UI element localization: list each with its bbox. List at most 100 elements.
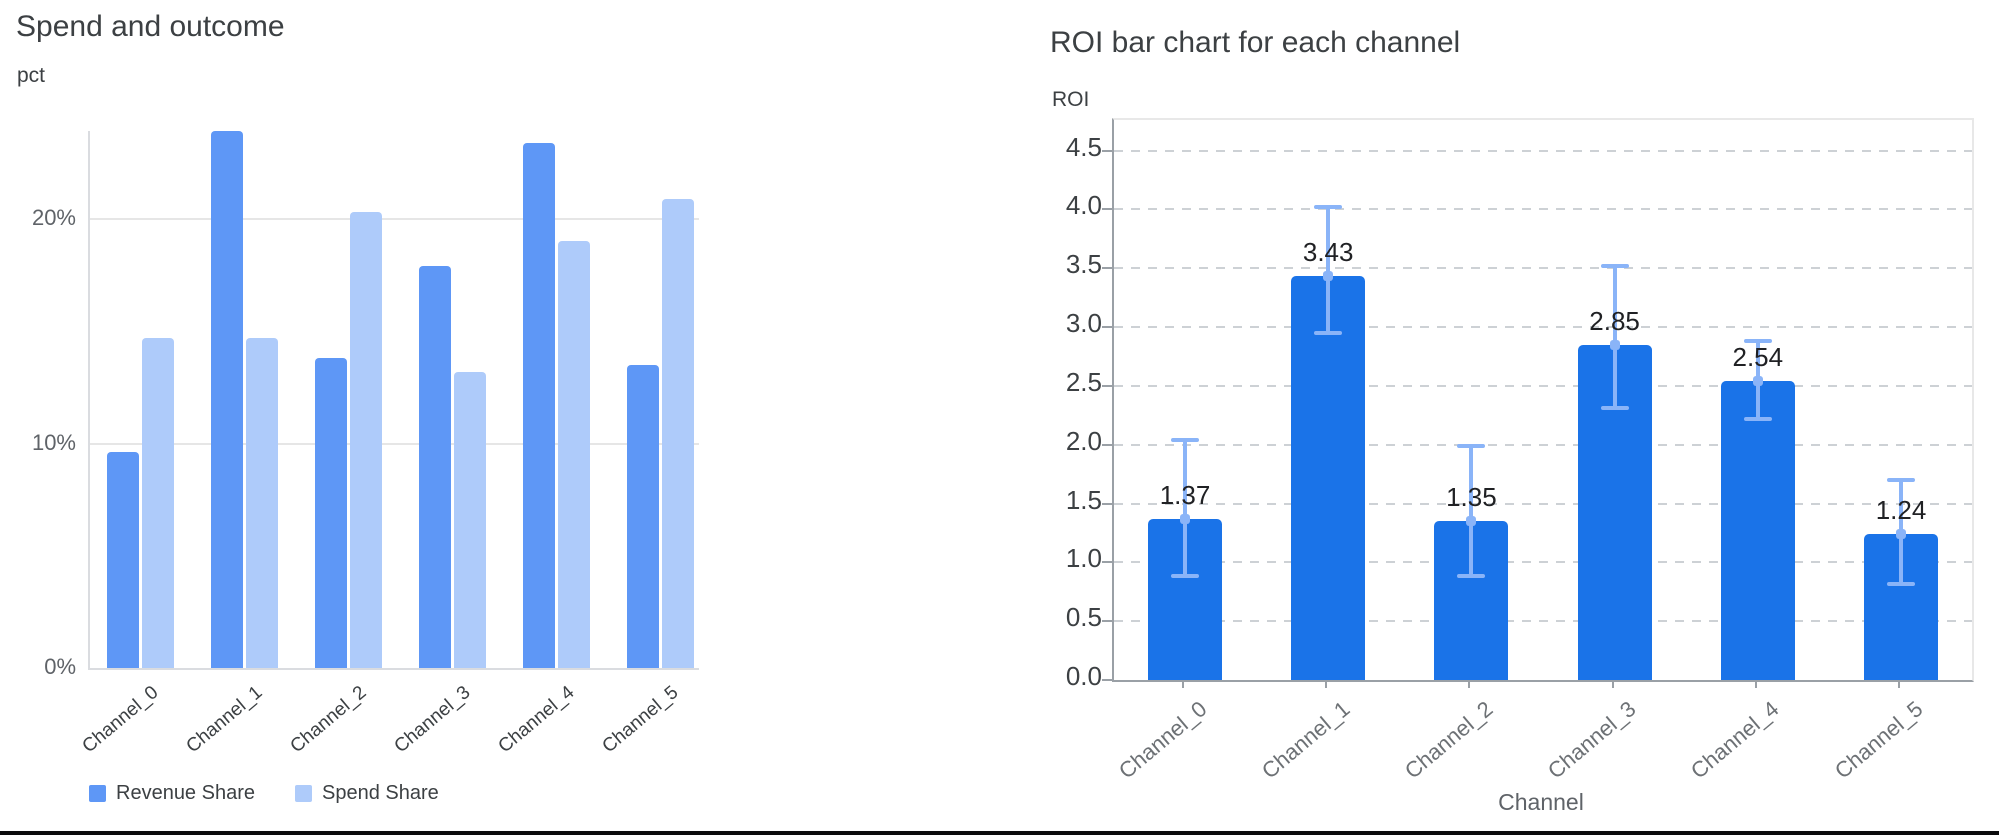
y-axis-tick [1102, 679, 1112, 681]
bar-value-label: 2.85 [1589, 305, 1640, 336]
x-axis-tick [1898, 680, 1900, 688]
x-axis-tick [1468, 680, 1471, 688]
gridline [1114, 561, 1972, 564]
y-axis-tick [1102, 620, 1112, 623]
error-bar-cap [1457, 443, 1486, 448]
error-bar-cap [1887, 581, 1915, 586]
gridline [1114, 208, 1972, 211]
error-bar [1326, 207, 1331, 333]
x-axis-tick [1182, 680, 1184, 688]
error-bar-marker [1896, 529, 1906, 540]
error-bar-cap [1743, 339, 1772, 344]
y-tick-label: 4.5 [1065, 131, 1102, 162]
bar-value-label: 3.43 [1302, 237, 1354, 268]
error-bar-cap [1600, 406, 1629, 411]
x-tick-label: Channel_0 [78, 682, 163, 758]
y-tick-label: 3.5 [1065, 249, 1102, 280]
gridline [1114, 149, 1972, 152]
x-axis-tick [1325, 680, 1328, 688]
left-chart-legend: Revenue Share Spend Share [89, 782, 439, 805]
y-tick-label: 1.0 [1065, 543, 1102, 574]
left-chart-x-axis-labels: Channel_0 Channel_1 Channel_2 Channel_3 Chan… [79, 670, 697, 780]
error-bar-cap [1887, 478, 1915, 482]
revenue-share-bar[interactable] [211, 131, 243, 668]
window-bottom-edge [0, 831, 1999, 835]
x-tick-label: Channel_2 [286, 682, 371, 758]
error-bar-marker [1752, 376, 1763, 387]
y-tick-label: 0.5 [1065, 602, 1102, 633]
right-chart-plot-area: 1.37 3.43 1.35 2.85 2.54 1.24 [1102, 118, 1974, 682]
x-tick-label: Channel_2 [1399, 696, 1498, 784]
legend-item-spend-share[interactable]: Spend Share [294, 782, 439, 805]
y-tick-label: 0.0 [1065, 661, 1102, 691]
y-axis-tick [1102, 502, 1112, 505]
x-tick-label: Channel_0 [1113, 696, 1212, 784]
y-tick-label: 20% [31, 205, 76, 231]
x-tick-label: Channel_4 [494, 682, 579, 758]
spend-share-bar[interactable] [246, 338, 278, 668]
gridline [90, 218, 699, 221]
y-tick-label: 1.5 [1065, 484, 1102, 515]
error-bar-cap [1743, 416, 1772, 421]
x-tick-label: Channel_3 [390, 682, 475, 758]
revenue-share-bar[interactable] [419, 266, 451, 668]
error-bar-cap [1600, 263, 1629, 268]
legend-label: Spend Share [321, 782, 439, 804]
x-tick-label: Channel_5 [598, 682, 683, 758]
right-chart-x-axis-title: Channel [1498, 789, 1584, 815]
y-tick-label: 4.0 [1065, 190, 1102, 221]
y-axis-tick [1102, 443, 1112, 446]
error-bar-cap [1314, 205, 1343, 210]
gridline [1114, 267, 1972, 270]
revenue-share-bar[interactable] [627, 364, 659, 668]
right-chart-y-axis-title: ROI [1052, 88, 1090, 111]
legend-item-revenue-share[interactable]: Revenue Share [89, 782, 255, 805]
y-axis-tick [1102, 326, 1112, 329]
revenue-share-bar[interactable] [523, 142, 555, 668]
spend-share-bar[interactable] [558, 241, 590, 668]
right-chart-title: ROI bar chart for each channel [1050, 26, 1461, 59]
error-bar-cap [1171, 438, 1199, 442]
spend-share-bar[interactable] [142, 338, 174, 668]
bar-value-label: 1.35 [1446, 482, 1497, 513]
roi-bar[interactable] [1291, 276, 1366, 680]
x-tick-label: Channel_5 [1829, 696, 1928, 784]
bar-value-label: 1.37 [1159, 479, 1211, 510]
left-chart-y-axis-title: pct [17, 64, 46, 87]
spend-share-bar[interactable] [454, 371, 486, 668]
error-bar-marker [1180, 513, 1190, 524]
y-tick-label: 2.5 [1065, 366, 1102, 397]
revenue-share-bar[interactable] [107, 452, 139, 668]
y-axis-tick [1102, 149, 1112, 152]
error-bar-marker [1323, 271, 1334, 282]
y-axis-tick [1102, 267, 1112, 270]
gridline [1114, 443, 1972, 446]
gridline [1114, 326, 1972, 329]
revenue-share-bar[interactable] [315, 358, 347, 668]
bar-value-label: 2.54 [1732, 342, 1784, 373]
legend-label: Revenue Share [116, 782, 255, 804]
right-chart-x-axis-labels: Channel_0 Channel_1 Channel_2 Channel_3 Chan… [1112, 680, 1970, 790]
gridline [1114, 620, 1972, 623]
error-bar-cap [1314, 330, 1343, 335]
x-tick-label: Channel_1 [1256, 696, 1355, 784]
error-bar-cap [1457, 574, 1486, 579]
gridline [1114, 384, 1972, 387]
gridline [90, 442, 699, 445]
left-chart-y-axis-labels: 0% 10% 20% [0, 131, 76, 679]
x-axis-tick [1754, 680, 1757, 688]
spend-share-bar[interactable] [662, 198, 694, 668]
x-tick-label: Channel_1 [182, 682, 267, 758]
x-tick-label: Channel_3 [1543, 696, 1641, 784]
error-bar-marker [1466, 516, 1477, 527]
error-bar [1469, 445, 1474, 577]
spend-share-bar[interactable] [350, 212, 382, 668]
roi-bar[interactable] [1720, 381, 1795, 680]
gridline [1114, 502, 1972, 505]
error-bar-cap [1171, 574, 1199, 579]
right-chart-y-axis-labels: 0.0 0.5 1.0 1.5 2.0 2.5 3.0 3.5 4.0 4.5 [1000, 118, 1102, 691]
left-chart-plot-area [88, 131, 699, 670]
x-tick-label: Channel_4 [1686, 696, 1784, 784]
y-axis-tick [1102, 384, 1112, 387]
